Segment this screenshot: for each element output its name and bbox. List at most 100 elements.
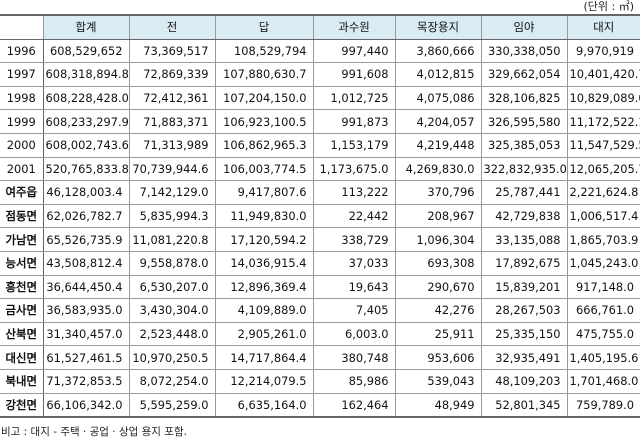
value-cell: 37,033 [313,251,396,276]
value-cell: 6,003.0 [313,322,396,347]
row-label-cell: 2000 [0,133,44,158]
table-row: 여주읍 46,128,003.4 7,142,129.0 9,417,807.6 113… [0,180,640,205]
value-cell: 61,527,461.5 [43,345,130,370]
value-cell: 1,153,179 [313,133,396,158]
value-cell: 106,862,965.3 [215,133,314,158]
value-cell: 25,911 [395,322,482,347]
table-row: 산북면 31,340,457.0 2,523,448.0 2,905,261.0 6,0… [0,322,640,347]
value-cell: 12,896,369.4 [215,275,314,300]
value-cell: 6,635,164.0 [215,393,314,419]
table-row: 가남면 65,526,735.9 11,081,220.8 17,120,594.2 3… [0,227,640,252]
value-cell: 330,338,050 [481,39,568,64]
value-cell: 4,269,830.0 [395,157,482,182]
unit-label: (단위 : ㎡) [583,0,634,13]
table-row: 점동면 62,026,782.7 5,835,994.3 11,949,830.0 22… [0,204,640,229]
value-cell: 52,801,345 [481,393,568,419]
column-header: 임야 [481,13,568,40]
value-cell: 12,214,079.5 [215,369,314,394]
value-cell: 5,595,259.0 [129,393,216,419]
row-label-cell: 금사면 [0,298,44,323]
column-header: 합계 [43,13,130,40]
value-cell: 36,583,935.0 [43,298,130,323]
value-cell: 5,835,994.3 [129,204,216,229]
table-row: 2001 520,765,833.8 70,739,944.6 106,003,774… [0,157,640,182]
value-cell: 3,430,304.0 [129,298,216,323]
value-cell: 4,075,086 [395,86,482,111]
value-cell: 9,970,919 [567,39,640,64]
value-cell: 608,529,652 [43,39,130,64]
value-cell: 326,595,580 [481,109,568,134]
value-cell: 290,670 [395,275,482,300]
table-row: 금사면 36,583,935.0 3,430,304.0 4,109,889.0 7,4… [0,298,640,323]
value-cell: 380,748 [313,345,396,370]
value-cell: 14,036,915.4 [215,251,314,276]
row-label-cell: 1997 [0,62,44,87]
column-header: 목장용지 [395,13,482,40]
value-cell: 1,045,243.0 [567,251,640,276]
value-cell: 32,935,491 [481,345,568,370]
value-cell: 73,369,517 [129,39,216,64]
row-label-cell: 가남면 [0,227,44,252]
value-cell: 4,219,448 [395,133,482,158]
table-row: 2000 608,002,743.6 71,313,989 106,862,965.3… [0,133,640,158]
row-label-cell: 2001 [0,157,44,182]
land-use-table: 합계 전 답 과수원 목장용지 임야 대지 1996 608,529,652 73,369,51… [0,13,640,419]
table-row: 1999 608,233,297.9 71,883,371 106,923,100.5… [0,109,640,134]
value-cell: 4,204,057 [395,109,482,134]
table-row: 대신면 61,527,461.5 10,970,250.5 14,717,864.4 3… [0,345,640,370]
value-cell: 997,440 [313,39,396,64]
value-cell: 42,276 [395,298,482,323]
value-cell: 329,662,054 [481,62,568,87]
value-cell: 1,701,468.0 [567,369,640,394]
value-cell: 1,405,195.6 [567,345,640,370]
value-cell: 17,120,594.2 [215,227,314,252]
value-cell: 9,558,878.0 [129,251,216,276]
table-row: 1996 608,529,652 73,369,517 108,529,794 997,… [0,39,640,64]
value-cell: 71,883,371 [129,109,216,134]
value-cell: 48,949 [395,393,482,419]
row-label-cell: 1998 [0,86,44,111]
value-cell: 70,739,944.6 [129,157,216,182]
value-cell: 113,222 [313,180,396,205]
value-cell: 2,221,624.8 [567,180,640,205]
value-cell: 28,267,503 [481,298,568,323]
value-cell: 108,529,794 [215,39,314,64]
table-row: 능서면 43,508,812.4 9,558,878.0 14,036,915.4 37… [0,251,640,276]
table-body: 1996 608,529,652 73,369,517 108,529,794 997,… [0,39,640,419]
value-cell: 25,335,150 [481,322,568,347]
value-cell: 1,865,703.9 [567,227,640,252]
value-cell: 71,372,853.5 [43,369,130,394]
row-label-cell: 1996 [0,39,44,64]
value-cell: 608,228,428.0 [43,86,130,111]
table-row: 1997 608,318,894.8 72,869,339 107,880,630.7… [0,62,640,87]
value-cell: 2,523,448.0 [129,322,216,347]
value-cell: 14,717,864.4 [215,345,314,370]
table-row: 1998 608,228,428.0 72,412,361 107,204,150.0… [0,86,640,111]
value-cell: 62,026,782.7 [43,204,130,229]
value-cell: 666,761.0 [567,298,640,323]
value-cell: 2,905,261.0 [215,322,314,347]
column-header: 대지 [567,13,640,40]
value-cell: 917,148.0 [567,275,640,300]
table-row: 강천면 66,106,342.0 5,595,259.0 6,635,164.0 162… [0,393,640,419]
row-label-cell: 산북면 [0,322,44,347]
value-cell: 22,442 [313,204,396,229]
table-row: 흥천면 36,644,450.4 6,530,207.0 12,896,369.4 19… [0,275,640,300]
value-cell: 10,970,250.5 [129,345,216,370]
table-header-row: 합계 전 답 과수원 목장용지 임야 대지 [0,13,640,40]
row-label-cell: 강천면 [0,393,44,419]
value-cell: 42,729,838 [481,204,568,229]
value-cell: 11,172,522.1 [567,109,640,134]
value-cell: 322,832,935.0 [481,157,568,182]
value-cell: 328,106,825 [481,86,568,111]
value-cell: 6,530,207.0 [129,275,216,300]
value-cell: 85,986 [313,369,396,394]
value-cell: 991,873 [313,109,396,134]
value-cell: 608,318,894.8 [43,62,130,87]
value-cell: 991,608 [313,62,396,87]
value-cell: 10,829,089.0 [567,86,640,111]
value-cell: 106,003,774.5 [215,157,314,182]
value-cell: 107,204,150.0 [215,86,314,111]
value-cell: 31,340,457.0 [43,322,130,347]
value-cell: 953,606 [395,345,482,370]
